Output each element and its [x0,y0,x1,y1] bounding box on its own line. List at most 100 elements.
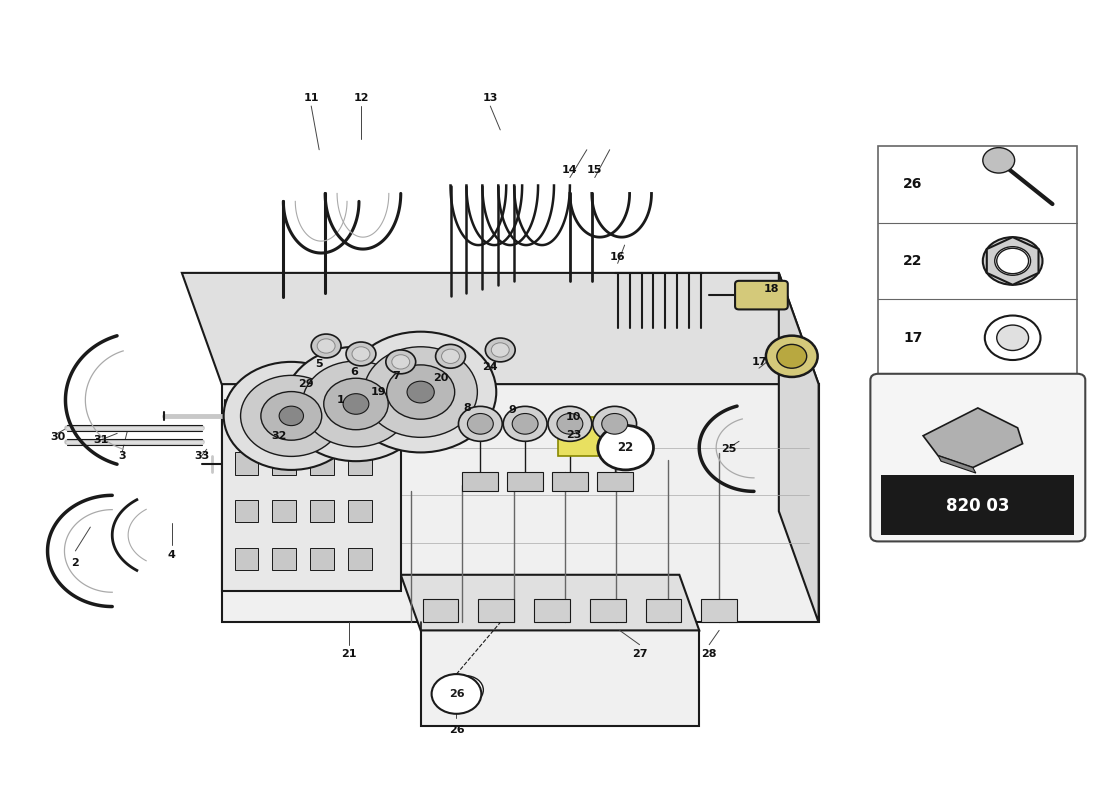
FancyBboxPatch shape [552,471,587,491]
FancyBboxPatch shape [348,548,372,570]
Circle shape [459,406,503,442]
Text: 9: 9 [508,406,516,415]
FancyBboxPatch shape [273,500,296,522]
Circle shape [984,315,1041,360]
Text: 12: 12 [353,93,369,103]
Text: 22: 22 [903,254,923,268]
Text: 20: 20 [433,373,448,382]
Circle shape [503,406,547,442]
Text: 27: 27 [631,650,647,659]
Text: 5: 5 [316,359,323,370]
Circle shape [436,344,465,368]
Circle shape [468,414,493,434]
FancyBboxPatch shape [234,548,258,570]
FancyBboxPatch shape [273,453,296,474]
Circle shape [223,362,359,470]
Circle shape [513,414,538,434]
Text: 820 03: 820 03 [946,497,1010,514]
Circle shape [548,406,592,442]
FancyBboxPatch shape [507,471,543,491]
Text: 11: 11 [304,93,319,103]
Circle shape [407,381,434,403]
Circle shape [345,332,496,453]
Text: 21: 21 [341,650,356,659]
Text: 18: 18 [764,284,780,294]
Circle shape [386,365,454,419]
Text: 30: 30 [50,432,65,442]
Circle shape [997,248,1028,274]
Polygon shape [420,630,700,726]
FancyBboxPatch shape [701,598,737,622]
FancyBboxPatch shape [310,453,334,474]
Circle shape [346,342,376,366]
Polygon shape [938,456,976,473]
FancyBboxPatch shape [590,598,626,622]
Text: 19: 19 [371,387,387,397]
Text: 3: 3 [119,450,126,461]
Circle shape [261,391,322,440]
FancyBboxPatch shape [273,548,296,570]
FancyBboxPatch shape [735,281,788,310]
Text: 15: 15 [587,165,603,174]
Text: 28: 28 [702,650,717,659]
FancyBboxPatch shape [881,475,1075,535]
Text: 25: 25 [722,444,737,454]
Polygon shape [779,273,818,622]
FancyBboxPatch shape [646,598,681,622]
Text: 26: 26 [449,725,464,734]
Circle shape [352,346,370,361]
Text: 2: 2 [72,558,79,568]
Text: 14: 14 [562,165,578,174]
Circle shape [302,361,409,447]
Circle shape [982,148,1014,173]
FancyBboxPatch shape [348,500,372,522]
Circle shape [492,342,509,357]
Text: 16: 16 [609,252,626,262]
Circle shape [386,350,416,374]
Circle shape [593,406,637,442]
Circle shape [284,346,428,461]
Circle shape [994,246,1031,275]
Text: 13: 13 [483,93,498,103]
Circle shape [311,334,341,358]
Text: 26: 26 [449,689,464,699]
Polygon shape [222,416,400,590]
Text: 8: 8 [463,403,471,413]
FancyBboxPatch shape [234,453,258,474]
Text: 17: 17 [751,357,767,367]
Circle shape [448,676,483,704]
Text: 17: 17 [903,330,923,345]
Circle shape [485,338,515,362]
Polygon shape [400,574,700,630]
Circle shape [343,394,368,414]
Text: 29: 29 [298,379,314,389]
Text: 32: 32 [272,430,287,441]
Circle shape [317,339,336,353]
FancyBboxPatch shape [597,471,632,491]
Circle shape [431,674,482,714]
Polygon shape [923,408,1023,467]
Polygon shape [987,237,1038,285]
FancyBboxPatch shape [535,598,570,622]
FancyBboxPatch shape [870,374,1086,542]
Text: 24: 24 [483,362,498,372]
FancyBboxPatch shape [558,418,623,456]
FancyBboxPatch shape [234,500,258,522]
Circle shape [323,378,388,430]
Circle shape [777,344,806,368]
FancyBboxPatch shape [878,146,1077,376]
Circle shape [597,426,653,470]
Text: 31: 31 [94,434,109,445]
Text: 4: 4 [168,550,176,560]
FancyBboxPatch shape [478,598,514,622]
Text: 33: 33 [194,450,209,461]
Circle shape [364,346,477,438]
Circle shape [392,354,409,369]
Circle shape [997,325,1028,350]
Circle shape [441,349,460,363]
Text: a passion since 1985: a passion since 1985 [284,553,518,605]
Polygon shape [182,273,818,384]
Text: 1: 1 [338,395,345,405]
Text: 22: 22 [617,441,634,454]
Circle shape [557,414,583,434]
